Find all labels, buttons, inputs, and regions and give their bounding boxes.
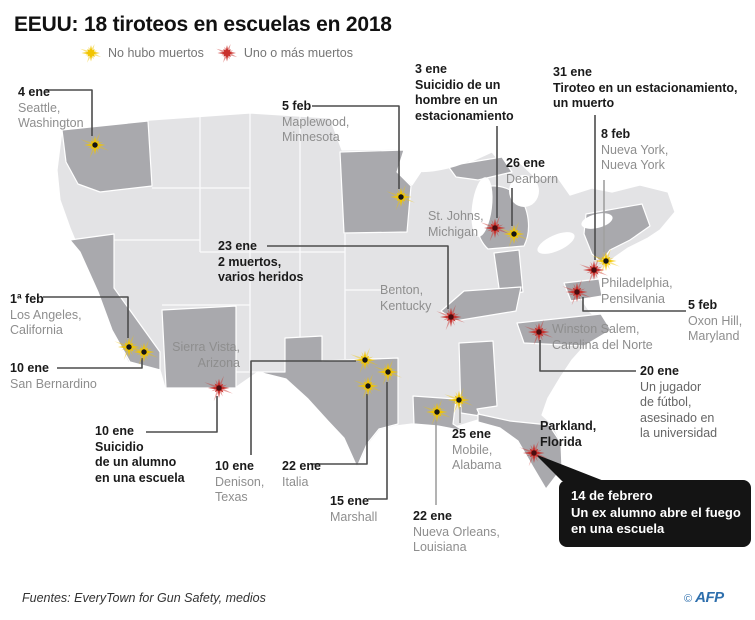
parkland-callout: 14 de febrero Un ex alumno abre el fuego… — [559, 480, 751, 547]
shooting-markers — [80, 132, 620, 467]
marker-maplewood — [386, 184, 415, 211]
marker-seattle — [80, 132, 109, 159]
marker-denison — [350, 347, 379, 374]
callout-heading: 14 de febrero — [571, 488, 653, 503]
page-title: EEUU: 18 tiroteos en escuelas en 2018 — [14, 13, 392, 36]
state-indiana — [493, 249, 524, 296]
callout-tail — [535, 454, 604, 481]
state-borders — [114, 113, 398, 373]
afp-logo: AFP — [695, 589, 724, 606]
legend-label-deaths: Uno o más muertos — [243, 46, 353, 60]
marker-marshall — [373, 359, 402, 386]
copyright-symbol: © — [684, 593, 693, 605]
marker-sierra-vista — [204, 375, 233, 402]
marker-st-johns — [480, 215, 509, 242]
marker-mobile — [444, 387, 473, 414]
marker-nueva-orleans — [422, 399, 451, 426]
marker-oxon-hill — [562, 279, 591, 306]
state-alabama — [458, 340, 498, 417]
marker-winston-salem — [524, 319, 553, 346]
marker-italia — [353, 373, 382, 400]
state-florida — [477, 413, 563, 490]
state-arizona — [161, 305, 237, 389]
legend-label-no-deaths: No hubo muertos — [108, 46, 204, 60]
state-michigan-up — [447, 156, 513, 181]
state-california — [69, 233, 161, 371]
leader-lines — [43, 89, 686, 505]
callout-body: Un ex alumno abre el fuego en una escuel… — [571, 504, 741, 537]
red-star-icon — [216, 44, 238, 63]
highlighted-states — [61, 120, 651, 490]
marker-parkland — [519, 440, 548, 467]
marker-los-angeles — [114, 334, 143, 361]
source-note: Fuentes: EveryTown for Gun Safety, medio… — [22, 591, 266, 605]
afp-credit: © AFP — [684, 589, 724, 606]
state-minnesota — [339, 149, 412, 234]
state-washington — [61, 120, 153, 193]
state-north-carolina — [516, 313, 612, 347]
marker-san-bernardino — [129, 339, 158, 366]
yellow-star-icon — [80, 44, 102, 63]
great-lakes — [408, 143, 613, 254]
state-texas — [257, 335, 399, 468]
marker-dearborn — [499, 221, 528, 248]
us-map — [56, 112, 676, 491]
marker-benton — [436, 304, 465, 331]
legend: No hubo muertos Uno o más muertos — [80, 42, 353, 64]
marker-philadelphia — [579, 257, 608, 284]
marker-nueva-york — [591, 248, 620, 275]
